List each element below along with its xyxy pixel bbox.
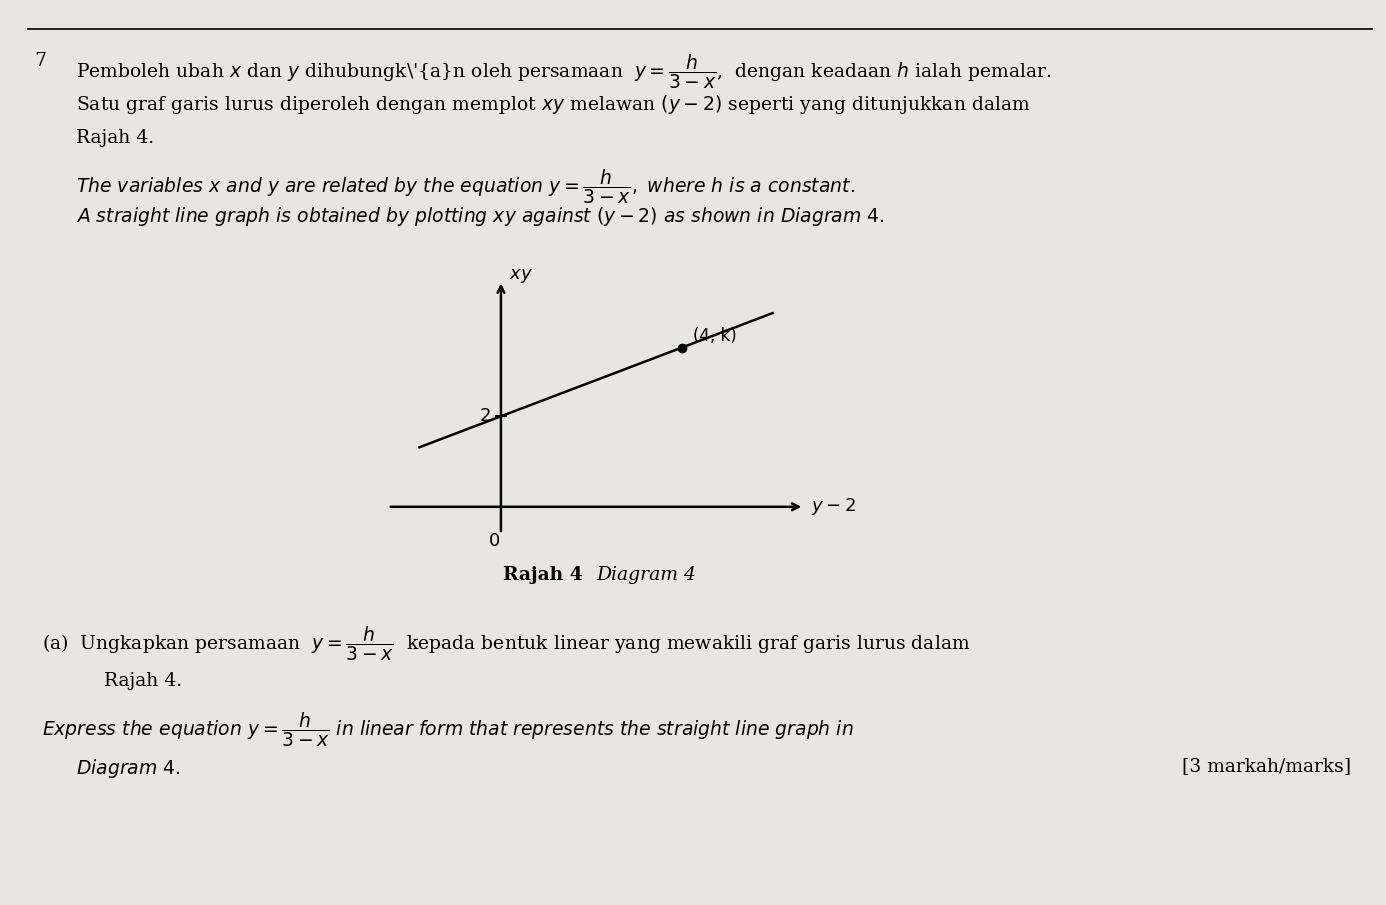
Text: Satu graf garis lurus diperoleh dengan memplot $xy$ melawan $(y-2)$ seperti yang: Satu graf garis lurus diperoleh dengan m…	[76, 93, 1031, 116]
Text: 7: 7	[35, 52, 47, 71]
Text: Rajah 4: Rajah 4	[503, 566, 596, 584]
Text: $y-2$: $y-2$	[811, 496, 857, 518]
Text: (4, k): (4, k)	[693, 328, 737, 346]
Text: Diagram 4: Diagram 4	[596, 566, 696, 584]
Text: Rajah 4.: Rajah 4.	[104, 672, 182, 690]
Text: 0: 0	[488, 531, 500, 549]
Text: Pemboleh ubah $x$ dan $y$ dihubungk\'{a}n oleh persamaan  $y = \dfrac{h}{3-x}$, : Pemboleh ubah $x$ dan $y$ dihubungk\'{a}…	[76, 52, 1052, 91]
Text: 2: 2	[480, 407, 491, 425]
Text: Rajah 4.: Rajah 4.	[76, 129, 154, 147]
Text: (a)  Ungkapkan persamaan  $y = \dfrac{h}{3-x}$  kepada bentuk linear yang mewaki: (a) Ungkapkan persamaan $y = \dfrac{h}{3…	[42, 624, 970, 663]
Text: $\it{A\ straight\ line\ graph\ is\ obtained\ by\ plotting\ }$$xy$$\it{\ against\: $\it{A\ straight\ line\ graph\ is\ obtai…	[76, 205, 884, 228]
Text: $\it{The\ variables\ }$$x$$\it{\ and\ }$$y$$\it{\ are\ related\ by\ the\ equatio: $\it{The\ variables\ }$$x$$\it{\ and\ }$…	[76, 167, 855, 206]
Text: [3 markah/marks]: [3 markah/marks]	[1182, 757, 1351, 776]
Text: $\it{Diagram\ 4.}$: $\it{Diagram\ 4.}$	[76, 757, 180, 780]
Text: $xy$: $xy$	[509, 267, 534, 285]
Text: $\it{Express\ the\ equation\ }$$y = \dfrac{h}{3-x}$$\it{\ in\ linear\ form\ that: $\it{Express\ the\ equation\ }$$y = \dfr…	[42, 710, 854, 749]
